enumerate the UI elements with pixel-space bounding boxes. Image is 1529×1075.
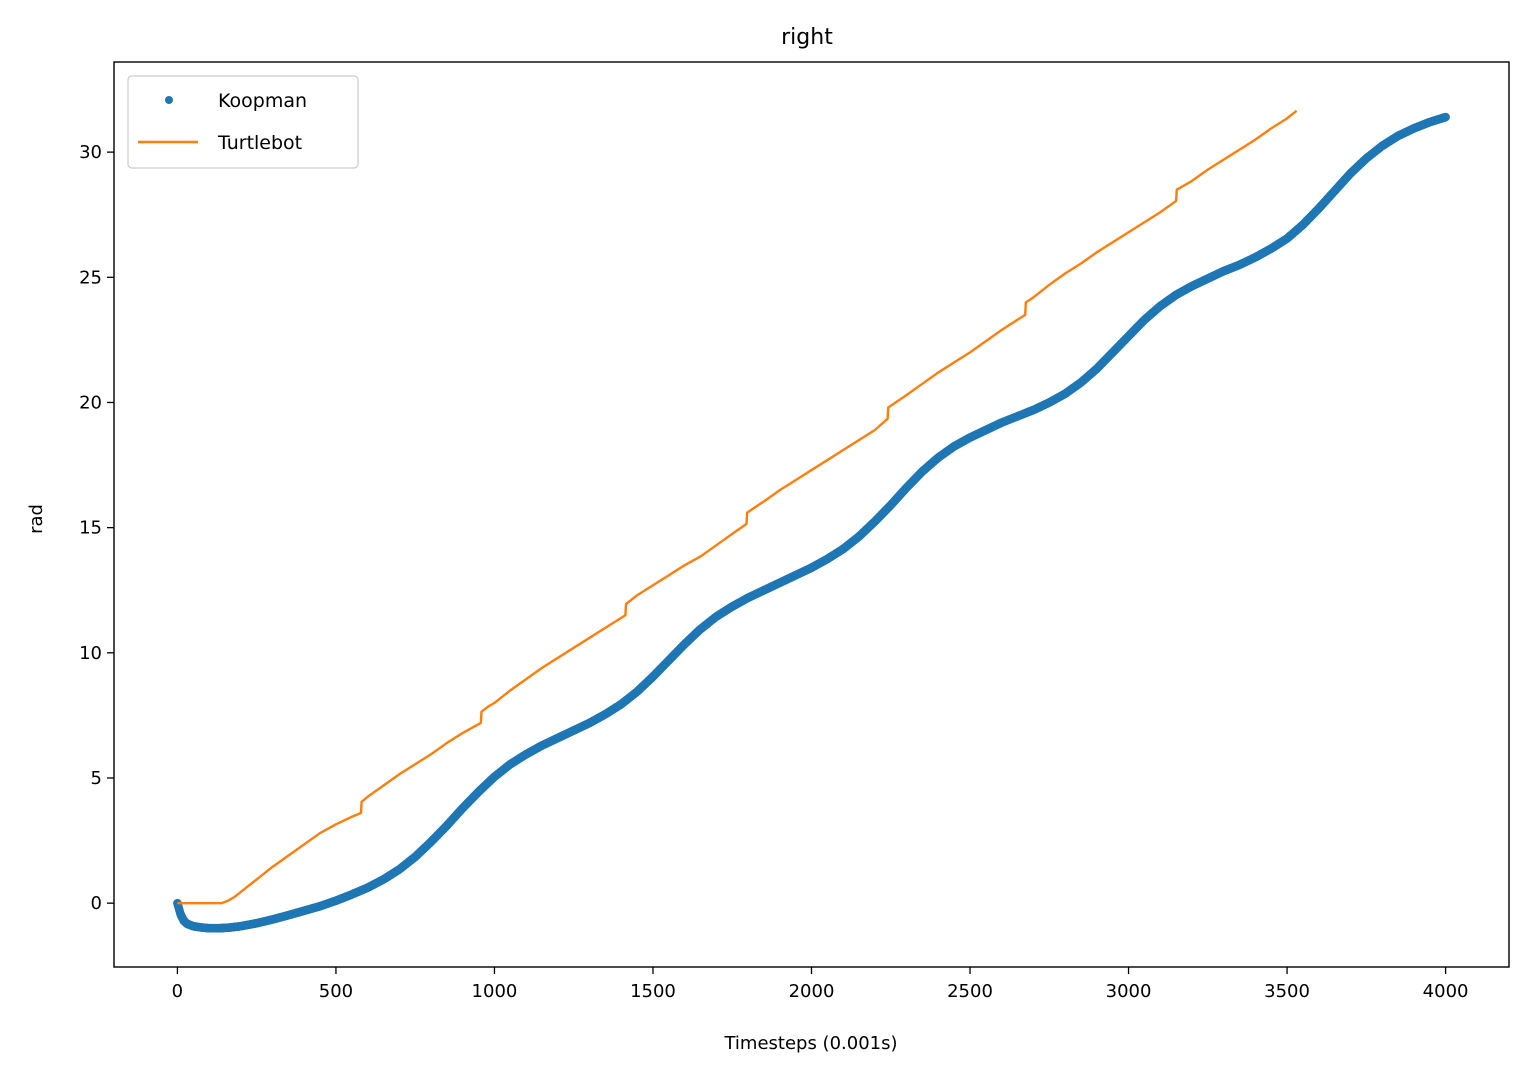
x-tick-label: 2000	[789, 981, 835, 1002]
x-axis-label: Timesteps (0.001s)	[723, 1033, 897, 1054]
x-tick-label: 0	[172, 981, 183, 1002]
chart-title: right	[781, 25, 833, 50]
series-layer	[173, 109, 1450, 933]
legend-turtlebot-label: Turtlebot	[217, 132, 302, 154]
y-tick-label: 30	[79, 142, 102, 163]
legend-koopman-marker	[165, 96, 173, 104]
series-koopman	[173, 112, 1450, 933]
x-axis-ticks: 0 500 1000 1500 2000 2500 3000 3500 4000	[172, 967, 1469, 1002]
y-tick-label: 25	[79, 267, 102, 288]
x-tick-label: 500	[319, 981, 353, 1002]
x-tick-label: 2500	[947, 981, 993, 1002]
y-axis-label: rad	[26, 504, 47, 534]
x-tick-label: 3500	[1264, 981, 1310, 1002]
x-tick-label: 1000	[472, 981, 518, 1002]
legend-koopman-label: Koopman	[218, 90, 307, 112]
y-tick-label: 10	[79, 643, 102, 664]
y-tick-label: 15	[79, 518, 102, 539]
x-tick-label: 4000	[1423, 981, 1469, 1002]
y-axis-ticks: 0 5 10 15 20 25 30	[79, 142, 114, 914]
turtlebot-line	[177, 109, 1298, 905]
legend-frame	[127, 75, 359, 169]
y-tick-label: 20	[79, 392, 102, 413]
x-tick-label: 1500	[630, 981, 676, 1002]
y-tick-label: 0	[91, 893, 102, 914]
y-tick-label: 5	[91, 768, 102, 789]
legend: Koopman Turtlebot	[127, 75, 359, 169]
x-tick-label: 3000	[1106, 981, 1152, 1002]
koopman-point	[1441, 112, 1450, 122]
series-turtlebot	[177, 109, 1298, 905]
